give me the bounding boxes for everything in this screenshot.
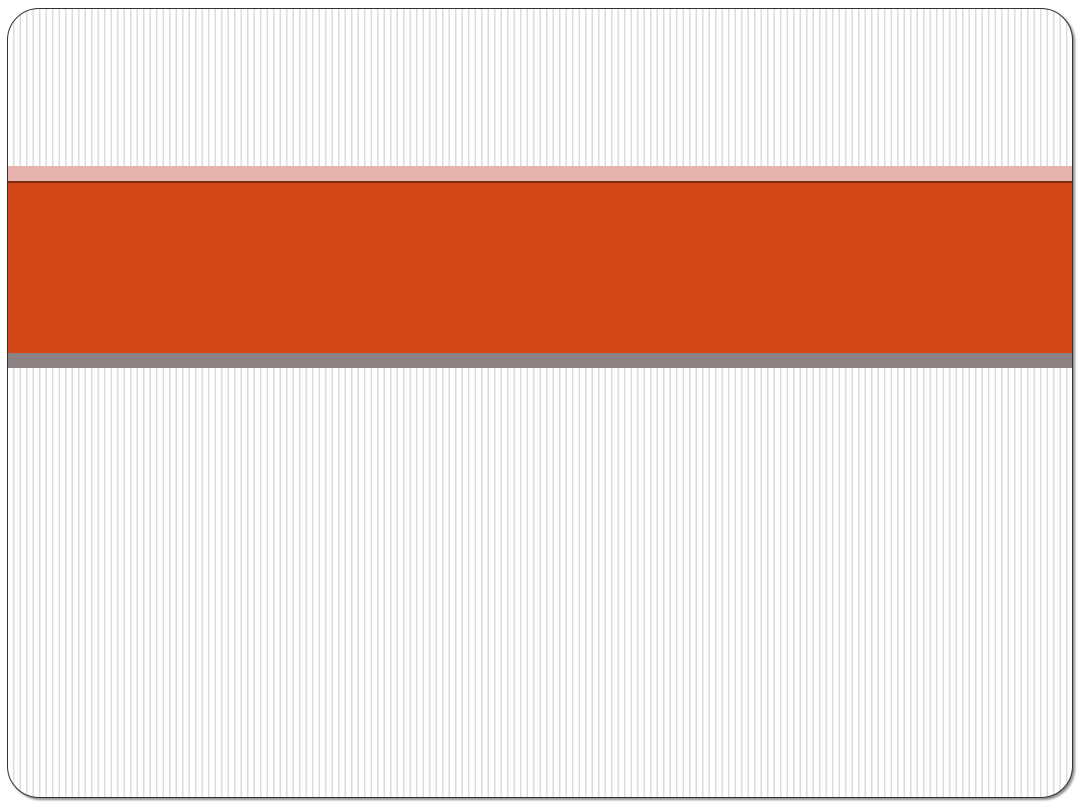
top-accent-stripe	[8, 166, 1072, 181]
slide-frame	[7, 8, 1073, 798]
divider-line	[8, 181, 1072, 183]
bottom-accent-stripe	[8, 353, 1072, 368]
title-band	[8, 183, 1072, 353]
